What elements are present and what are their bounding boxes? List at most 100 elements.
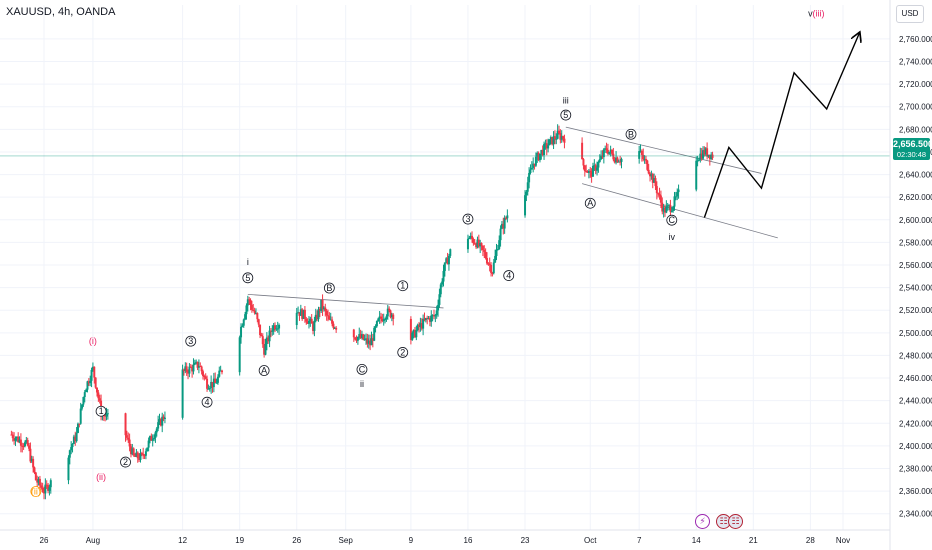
projection-line: [703, 33, 859, 218]
time-tick-label: 12: [178, 536, 187, 545]
candle-body: [159, 419, 162, 426]
candle-body: [306, 321, 309, 324]
price-axis: 2,340.000 2,360.000 2,380.000 2,400.000 2,42…: [889, 0, 932, 550]
candle-body: [495, 249, 498, 257]
candle-body: [381, 318, 384, 322]
price-tick-label: 2,580.000: [899, 238, 932, 247]
candle-body: [530, 167, 533, 170]
lightning-icon[interactable]: ⚡: [695, 514, 710, 529]
candle-body: [423, 318, 426, 321]
candle-body: [129, 446, 132, 455]
candle-body: [33, 467, 36, 473]
candle-body: [699, 153, 702, 160]
candle-body: [81, 404, 84, 409]
candle-body: [487, 263, 490, 265]
price-tick-label: 2,620.000: [899, 193, 932, 202]
wave-labels: (ii) (i) (ii) 1 2 3 4 i 5 A B Cii 1 2 3 4 iii 5 A B Civ v (iii…: [30, 8, 825, 497]
candle-body: [526, 182, 529, 192]
candle-body: [135, 452, 138, 457]
candle-body: [302, 309, 305, 319]
candle-body: [148, 436, 151, 441]
candle-body: [210, 381, 213, 388]
candle-body: [36, 480, 39, 483]
candle-body: [469, 235, 472, 238]
candle-body: [38, 478, 41, 486]
wave-circle: [258, 365, 270, 376]
wave-label: iii: [563, 95, 569, 105]
time-tick-label: 21: [749, 536, 758, 545]
candle-body: [124, 413, 127, 436]
candle-body: [325, 310, 328, 316]
candle-body: [434, 315, 437, 317]
price-tick-label: 2,440.000: [899, 397, 932, 406]
candle-body: [142, 453, 145, 456]
us-flag-icon[interactable]: ☷: [728, 514, 743, 529]
candle-body: [673, 196, 676, 207]
candle-body: [303, 309, 306, 319]
candle-body: [11, 434, 14, 439]
candle-body: [473, 243, 476, 245]
currency-selector[interactable]: USD: [896, 5, 924, 23]
candle-body: [13, 438, 16, 441]
candle-body: [655, 186, 658, 194]
candle-body: [413, 329, 416, 338]
candle-body: [207, 388, 210, 390]
candle-body: [212, 378, 215, 388]
candle-body: [140, 453, 143, 455]
candle-body: [426, 317, 429, 319]
candle-body: [211, 381, 214, 388]
candle-body: [695, 160, 698, 190]
candle-body: [439, 284, 442, 295]
candle-body: [370, 338, 373, 346]
candle-body: [139, 453, 142, 460]
wave-label: 4: [506, 271, 511, 281]
candle-body: [498, 240, 501, 250]
candle-body: [670, 210, 673, 212]
candle-body: [540, 149, 543, 154]
candle-body: [389, 310, 392, 318]
candles: [10, 124, 714, 500]
time-tick-label: 28: [806, 536, 815, 545]
candle-body: [89, 380, 92, 384]
candle-body: [26, 439, 29, 446]
price-tick-label: 2,460.000: [899, 374, 932, 383]
candle-body: [412, 329, 415, 333]
candle-body: [602, 149, 605, 158]
candle-body: [366, 338, 369, 344]
candle-body: [182, 369, 185, 371]
candle-body: [263, 344, 266, 355]
candle-body: [672, 206, 675, 211]
candle-body: [241, 325, 244, 327]
candle-body: [710, 154, 713, 159]
candle-body: [385, 316, 388, 320]
candle-body: [384, 319, 387, 321]
candle-body: [704, 148, 707, 155]
candle-body: [317, 309, 320, 320]
candle-body: [617, 161, 620, 163]
price-tick-label: 2,480.000: [899, 351, 932, 360]
wave-label: C: [669, 215, 676, 225]
candle-body: [352, 329, 355, 338]
candle-body: [503, 217, 506, 229]
candle-body: [305, 318, 308, 322]
candle-body: [98, 398, 101, 401]
candle-body: [446, 258, 449, 265]
candle-body: [676, 192, 679, 197]
candle-body: [19, 439, 22, 446]
candle-body: [214, 378, 217, 383]
time-tick-label: 9: [409, 536, 414, 545]
candle-body: [10, 434, 13, 436]
wave-label: (ii): [31, 486, 41, 496]
candle-body: [208, 387, 211, 389]
candle-body: [677, 189, 680, 193]
time-axis: 26 Aug 12 19 26 Sep 9 16 23 Oct 7 14 21 28 Nov: [0, 529, 890, 545]
candle-body: [594, 165, 597, 171]
candle-body: [532, 163, 535, 168]
candle-body: [488, 263, 491, 265]
candle-body: [428, 317, 431, 322]
candle-body: [295, 312, 298, 326]
wave-label: 5: [563, 110, 568, 120]
last-price-tag: 2,656.500 02:30:48: [893, 138, 932, 160]
candle-body: [264, 343, 267, 355]
